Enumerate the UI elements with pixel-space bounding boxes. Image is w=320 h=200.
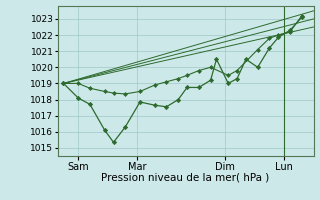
X-axis label: Pression niveau de la mer( hPa ): Pression niveau de la mer( hPa )	[101, 173, 270, 183]
